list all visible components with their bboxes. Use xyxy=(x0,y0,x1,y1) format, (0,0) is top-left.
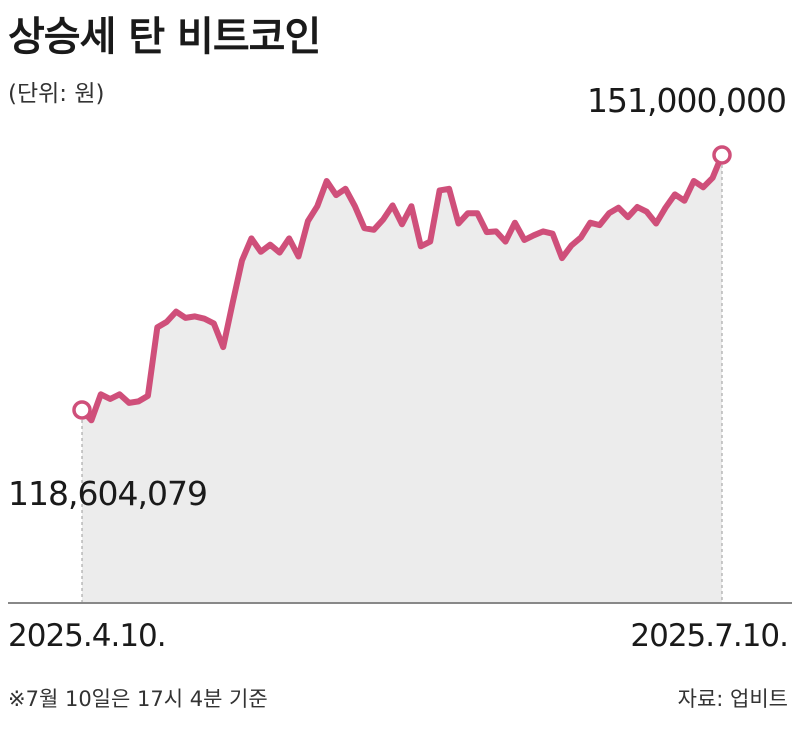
end-point-marker xyxy=(712,145,732,165)
x-end-label: 2025.7.10. xyxy=(630,618,788,654)
source-label: 자료: 업비트 xyxy=(677,687,788,711)
end-value-label: 151,000,000 xyxy=(587,81,786,120)
footnote: ※7월 10일은 17시 4분 기준 xyxy=(8,687,268,711)
x-start-label: 2025.4.10. xyxy=(8,618,166,654)
chart-title: 상승세 탄 비트코인 xyxy=(8,14,321,60)
start-point-marker xyxy=(72,400,92,420)
price-line xyxy=(79,152,725,424)
start-value-label: 118,604,079 xyxy=(8,474,207,513)
unit-label: (단위: 원) xyxy=(8,81,105,107)
